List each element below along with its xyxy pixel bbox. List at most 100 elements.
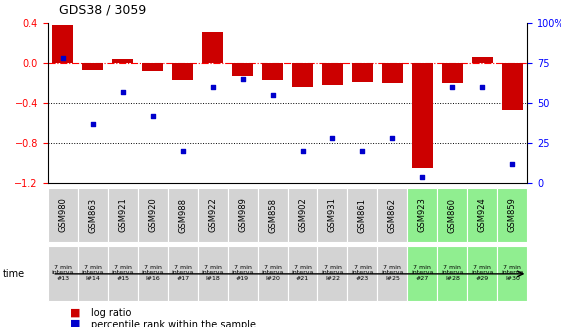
Text: GSM980: GSM980 <box>58 198 67 232</box>
Text: 7 min
interva
#15: 7 min interva #15 <box>112 265 134 281</box>
Point <box>448 84 457 90</box>
Point <box>268 93 277 98</box>
Point <box>418 174 427 179</box>
FancyBboxPatch shape <box>378 247 407 301</box>
FancyBboxPatch shape <box>108 247 137 301</box>
Text: ■: ■ <box>70 307 81 318</box>
Point <box>508 161 517 166</box>
Text: GSM922: GSM922 <box>208 198 217 232</box>
Text: 7 min
interva
l#16: 7 min interva l#16 <box>141 265 164 281</box>
Text: GSM862: GSM862 <box>388 198 397 232</box>
FancyBboxPatch shape <box>407 188 438 243</box>
Text: GSM859: GSM859 <box>508 198 517 232</box>
Text: 7 min
interva
l#30: 7 min interva l#30 <box>501 265 523 281</box>
Bar <box>292 63 313 87</box>
FancyBboxPatch shape <box>287 188 318 243</box>
Point <box>88 121 97 127</box>
FancyBboxPatch shape <box>228 247 257 301</box>
Text: GSM989: GSM989 <box>238 198 247 232</box>
Text: GSM860: GSM860 <box>448 198 457 232</box>
Text: GSM920: GSM920 <box>148 198 157 232</box>
Text: ■: ■ <box>70 319 81 327</box>
Text: 7 min
interva
l#28: 7 min interva l#28 <box>441 265 463 281</box>
Text: GSM902: GSM902 <box>298 198 307 232</box>
Text: GSM858: GSM858 <box>268 198 277 232</box>
Text: 7 min
interva
#13: 7 min interva #13 <box>52 265 74 281</box>
FancyBboxPatch shape <box>48 247 77 301</box>
Text: log ratio: log ratio <box>91 308 132 318</box>
Text: GSM863: GSM863 <box>88 198 97 232</box>
Text: 7 min
interva
#29: 7 min interva #29 <box>471 265 494 281</box>
FancyBboxPatch shape <box>318 247 347 301</box>
FancyBboxPatch shape <box>498 188 527 243</box>
Text: 7 min
interva
l#18: 7 min interva l#18 <box>201 265 224 281</box>
Bar <box>112 59 133 63</box>
Point <box>238 77 247 82</box>
Text: GSM924: GSM924 <box>478 198 487 232</box>
Bar <box>202 32 223 63</box>
FancyBboxPatch shape <box>168 247 197 301</box>
FancyBboxPatch shape <box>197 247 228 301</box>
FancyBboxPatch shape <box>347 247 378 301</box>
Text: GDS38 / 3059: GDS38 / 3059 <box>59 3 146 16</box>
FancyBboxPatch shape <box>467 247 498 301</box>
Bar <box>322 63 343 85</box>
FancyBboxPatch shape <box>438 188 467 243</box>
Text: 7 min
interva
#23: 7 min interva #23 <box>351 265 374 281</box>
FancyBboxPatch shape <box>228 188 257 243</box>
Point <box>298 148 307 154</box>
Text: GSM988: GSM988 <box>178 198 187 232</box>
Point <box>178 148 187 154</box>
FancyBboxPatch shape <box>137 247 168 301</box>
FancyBboxPatch shape <box>407 247 438 301</box>
Text: 7 min
interva
#27: 7 min interva #27 <box>411 265 434 281</box>
Text: 7 min
interva
l#14: 7 min interva l#14 <box>81 265 104 281</box>
Text: 7 min
interva
#19: 7 min interva #19 <box>231 265 254 281</box>
Bar <box>142 63 163 71</box>
FancyBboxPatch shape <box>318 188 347 243</box>
Bar <box>172 63 193 80</box>
FancyBboxPatch shape <box>438 247 467 301</box>
Text: 7 min
interva
l#20: 7 min interva l#20 <box>261 265 284 281</box>
Text: 7 min
interva
#21: 7 min interva #21 <box>291 265 314 281</box>
Bar <box>382 63 403 83</box>
Point <box>208 84 217 90</box>
Text: time: time <box>3 269 25 279</box>
Text: GSM861: GSM861 <box>358 198 367 232</box>
Text: 7 min
interva
l#25: 7 min interva l#25 <box>381 265 403 281</box>
FancyBboxPatch shape <box>257 247 287 301</box>
FancyBboxPatch shape <box>257 188 287 243</box>
FancyBboxPatch shape <box>77 188 108 243</box>
FancyBboxPatch shape <box>48 188 77 243</box>
Point <box>358 148 367 154</box>
Bar <box>82 63 103 70</box>
FancyBboxPatch shape <box>108 188 137 243</box>
Bar <box>472 57 493 63</box>
Text: GSM923: GSM923 <box>418 198 427 232</box>
Bar <box>52 25 73 63</box>
FancyBboxPatch shape <box>77 247 108 301</box>
FancyBboxPatch shape <box>467 188 498 243</box>
Bar <box>232 63 253 76</box>
Text: GSM931: GSM931 <box>328 198 337 232</box>
Bar <box>352 63 373 82</box>
FancyBboxPatch shape <box>137 188 168 243</box>
FancyBboxPatch shape <box>287 247 318 301</box>
Point <box>148 113 157 118</box>
FancyBboxPatch shape <box>168 188 197 243</box>
Point <box>118 89 127 95</box>
FancyBboxPatch shape <box>197 188 228 243</box>
Text: percentile rank within the sample: percentile rank within the sample <box>91 320 256 327</box>
FancyBboxPatch shape <box>498 247 527 301</box>
Point <box>388 136 397 141</box>
Bar <box>442 63 463 83</box>
Text: GSM921: GSM921 <box>118 198 127 232</box>
Bar <box>262 63 283 80</box>
Bar <box>412 63 433 168</box>
FancyBboxPatch shape <box>378 188 407 243</box>
Point <box>478 84 487 90</box>
Point <box>58 56 67 61</box>
Bar <box>502 63 523 110</box>
Point <box>328 136 337 141</box>
Text: 7 min
interva
#17: 7 min interva #17 <box>172 265 194 281</box>
